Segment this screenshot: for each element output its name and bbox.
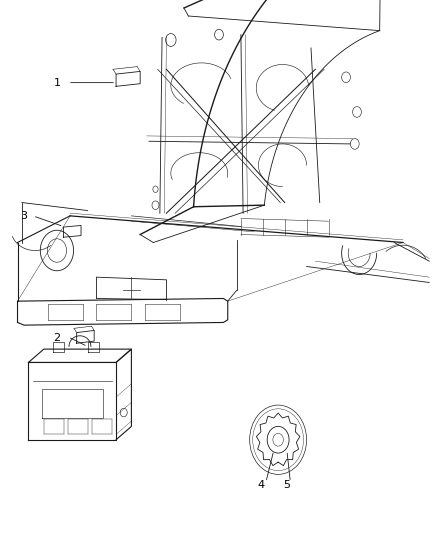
Text: 3: 3 xyxy=(21,211,28,221)
Text: 2: 2 xyxy=(53,334,60,343)
Text: 1: 1 xyxy=(53,78,60,87)
Text: 4: 4 xyxy=(257,480,264,490)
Text: 5: 5 xyxy=(283,480,290,490)
